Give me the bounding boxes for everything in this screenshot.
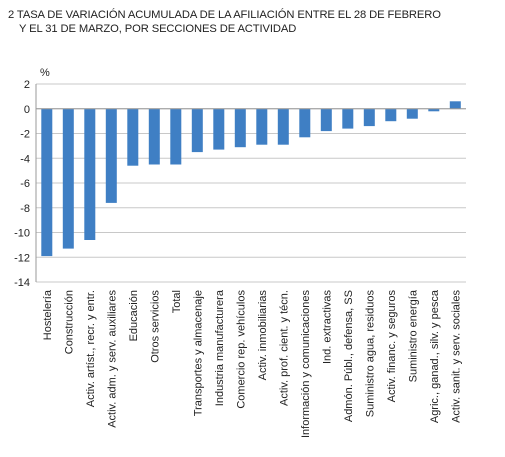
- y-tick-label: 2: [24, 79, 30, 91]
- bar: [127, 108, 139, 166]
- bar: [363, 108, 375, 127]
- x-category-label: Educación: [128, 290, 140, 341]
- x-category-label: Información y comunicaciones: [300, 290, 312, 438]
- bar: [406, 108, 418, 119]
- x-category-label: Agric., ganad., silv. y pesca: [429, 289, 441, 423]
- x-category-label: Activ. inmobiliarias: [257, 290, 269, 381]
- bar: [320, 108, 332, 132]
- y-tick-label: -12: [14, 252, 30, 264]
- y-tick-label: -2: [20, 129, 30, 141]
- bar: [84, 108, 96, 240]
- bar: [428, 108, 440, 112]
- bar: [299, 108, 311, 138]
- x-category-label: Construcción: [63, 290, 75, 354]
- y-tick-label: -4: [20, 153, 30, 165]
- bar: [277, 108, 289, 145]
- x-category-label: Industria manufacturera: [214, 289, 226, 406]
- x-category-label: Activ. adm. y serv. auxiliares: [106, 290, 118, 428]
- x-category-label: Activ. sanit. y serv. sociales: [450, 290, 462, 423]
- chart-title-line-1: 2 TASA DE VARIACIÓN ACUMULADA DE LA AFIL…: [8, 9, 441, 21]
- bar: [191, 108, 203, 153]
- x-category-label: Suministro agua, residuos: [364, 290, 376, 418]
- x-category-label: Hostelería: [42, 289, 54, 340]
- y-tick-label: -14: [14, 277, 30, 289]
- bar: [170, 108, 182, 165]
- bar: [449, 101, 461, 109]
- y-axis-label: %: [40, 67, 50, 79]
- bar: [342, 108, 354, 129]
- y-tick-label: -8: [20, 203, 30, 215]
- y-tick-label: 0: [24, 104, 30, 116]
- bar: [41, 108, 53, 257]
- bar: [148, 108, 160, 165]
- x-category-label: Suministro energía: [407, 289, 419, 382]
- bar: [234, 108, 246, 148]
- bar: [105, 108, 117, 203]
- bar: [213, 108, 225, 150]
- x-category-label: Total: [171, 290, 183, 313]
- bar: [385, 108, 397, 122]
- chart-title: 2 TASA DE VARIACIÓN ACUMULADA DE LA AFIL…: [8, 8, 488, 36]
- y-tick-label: -6: [20, 178, 30, 190]
- bar: [62, 108, 74, 249]
- x-category-label: Comercio rep. vehículos: [235, 290, 247, 409]
- bar: [256, 108, 268, 145]
- x-category-label: Otros servicios: [149, 290, 161, 363]
- x-category-label: Activ. prof. cient. y técn.: [278, 290, 290, 406]
- x-category-label: Ind. extractivas: [321, 290, 333, 364]
- x-category-label: Admón. Públ., defensa, SS: [343, 290, 355, 422]
- y-tick-label: -10: [14, 228, 30, 240]
- x-category-label: Transportes y almacenaje: [192, 290, 204, 416]
- chart-title-line-2: Y EL 31 DE MARZO, POR SECCIONES DE ACTIV…: [19, 23, 297, 35]
- x-category-label: Activ. artíst., recr. y entr.: [85, 290, 97, 407]
- x-category-label: Activ. financ. y seguros: [386, 290, 398, 403]
